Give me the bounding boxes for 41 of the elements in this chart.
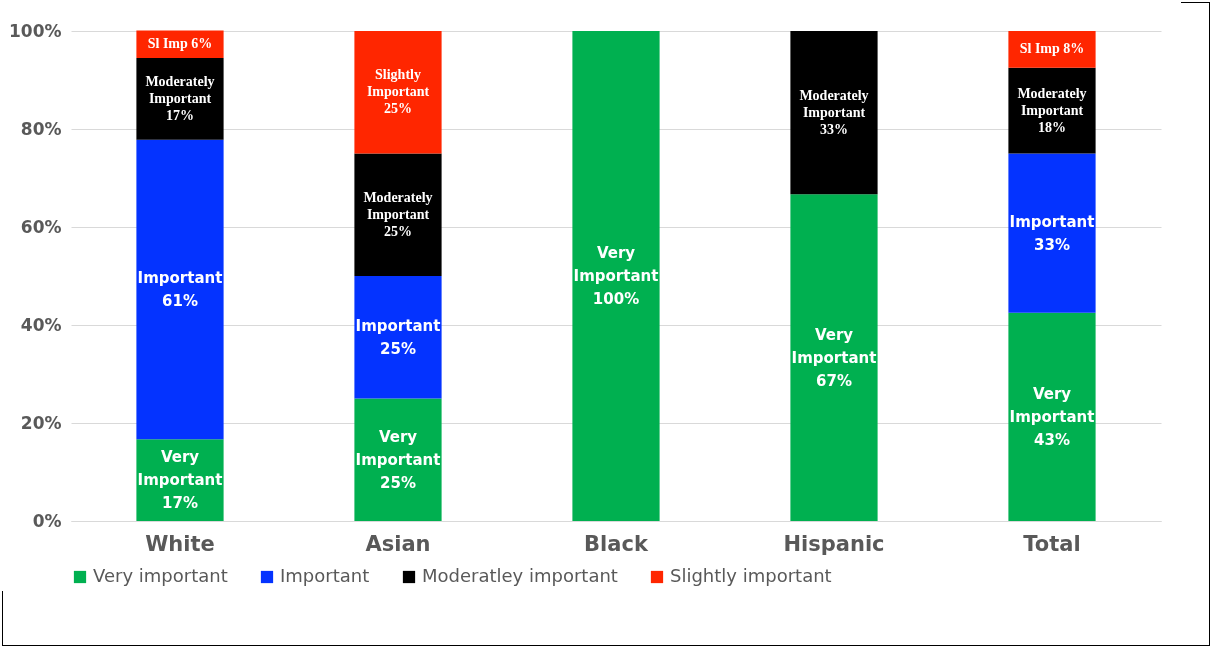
x-tick-label: White xyxy=(145,531,215,556)
data-label: Moderately Important 17% xyxy=(145,73,215,123)
data-label: Sl Imp 6% xyxy=(147,36,213,52)
bar xyxy=(354,31,442,154)
legend-label: Slightly important xyxy=(670,565,832,586)
y-tick-label: 60% xyxy=(20,216,62,237)
bar xyxy=(1008,31,1096,68)
data-label: Important 25% xyxy=(355,316,441,358)
data-label: Moderately Important 18% xyxy=(1017,85,1087,135)
y-tick-label: 100% xyxy=(8,20,62,41)
bar xyxy=(354,276,442,399)
data-label: Very Important 100% xyxy=(573,244,659,308)
y-tick-label: 80% xyxy=(20,118,62,139)
x-tick-label: Total xyxy=(1023,531,1081,556)
data-label: Very Important 67% xyxy=(791,325,877,390)
y-tick-label: 20% xyxy=(20,412,62,433)
data-label: Very Important 25% xyxy=(355,427,441,492)
data-label: Sl Imp 8% xyxy=(1019,41,1085,57)
data-label: Moderately Important 33% xyxy=(799,87,869,137)
x-tick-label: Hispanic xyxy=(783,531,885,556)
bar xyxy=(354,398,442,521)
legend-label: Very important xyxy=(93,565,228,586)
data-label: Moderately Important 25% xyxy=(363,189,433,239)
data-label: Slightly Important 25% xyxy=(366,67,430,117)
x-tick-label: Asian xyxy=(365,531,431,556)
bar xyxy=(1008,312,1096,521)
bar xyxy=(136,139,224,440)
x-tick-label: Black xyxy=(584,531,649,556)
y-tick-label: 40% xyxy=(20,314,62,335)
y-tick-label: 0% xyxy=(32,510,62,531)
bar xyxy=(1008,153,1096,313)
legend-label: Moderatley important xyxy=(422,565,618,586)
data-label: Important 33% xyxy=(1009,212,1095,254)
data-label: Very Important 43% xyxy=(1009,384,1095,449)
bar xyxy=(790,31,878,195)
legend-label: Important xyxy=(280,565,370,586)
data-label: Important 61% xyxy=(137,268,223,310)
bar xyxy=(354,153,442,276)
bar xyxy=(572,31,660,521)
bar xyxy=(790,194,878,521)
data-label: Very Important 17% xyxy=(137,448,223,513)
